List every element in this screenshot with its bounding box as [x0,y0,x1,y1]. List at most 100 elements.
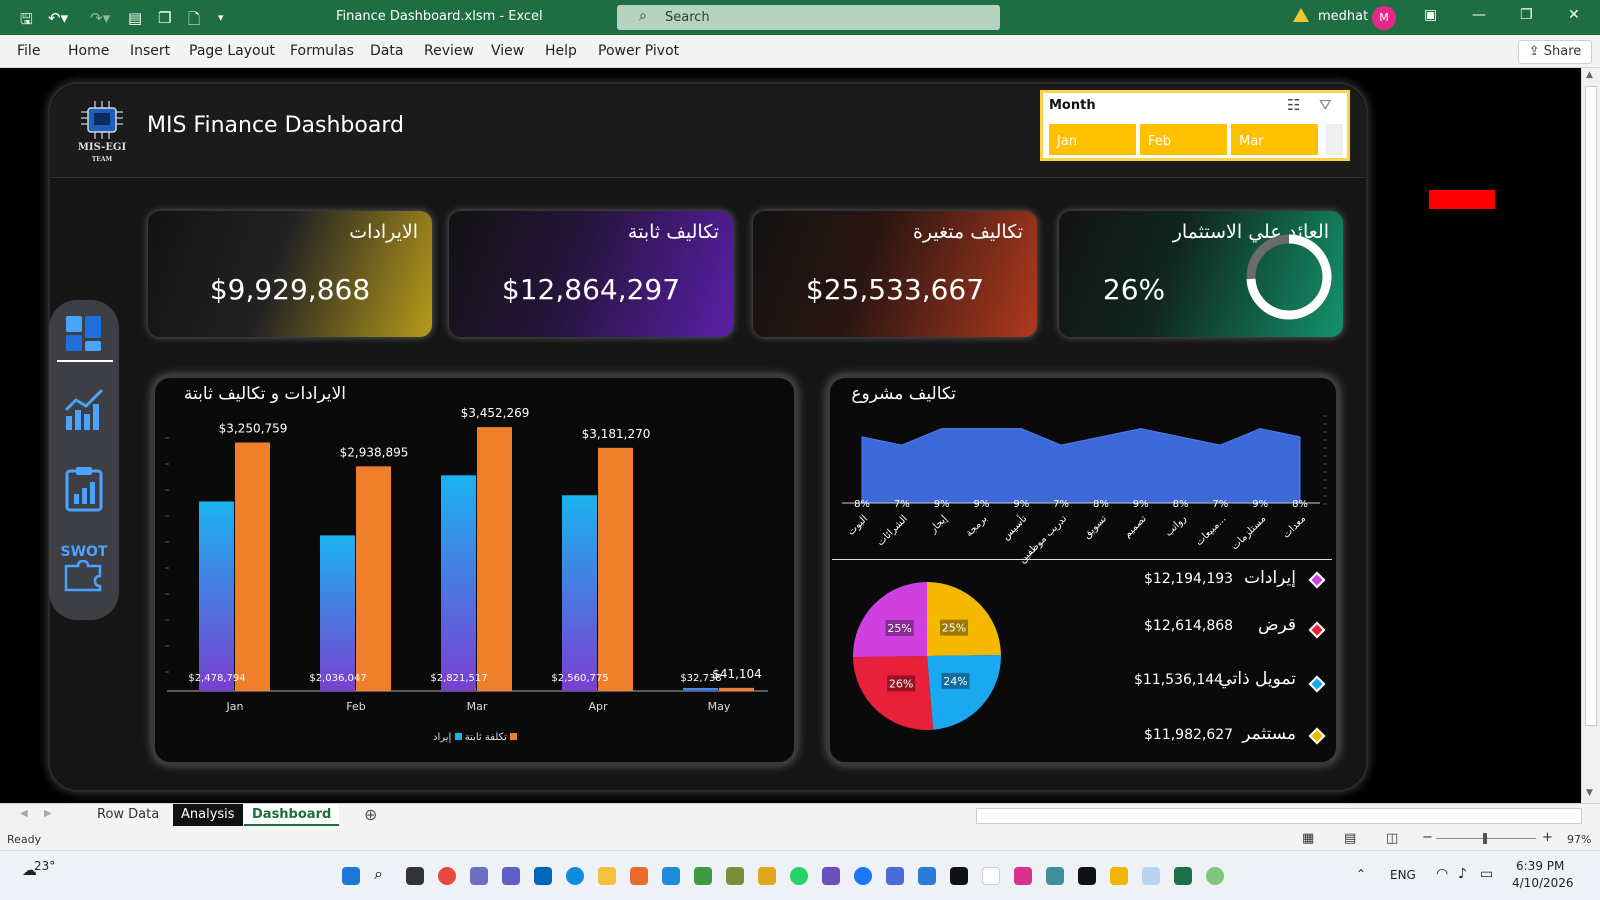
instagram-icon[interactable] [1014,867,1032,885]
menu-insert[interactable]: Insert [130,43,171,59]
scrollbar-thumb[interactable] [1585,86,1597,726]
weather-temp[interactable]: 23° [34,859,56,873]
menu-home[interactable]: Home [68,43,110,59]
vertical-scrollbar[interactable]: ▲ ▼ [1581,68,1600,803]
app-icon[interactable] [758,867,776,885]
menu-formulas[interactable]: Formulas [290,43,354,59]
app-icon[interactable] [1206,867,1224,885]
app-icon[interactable] [1110,867,1128,885]
minimize-icon[interactable]: — [1472,7,1486,23]
menu-data[interactable]: Data [370,43,404,59]
tab-row-data[interactable]: Row Data [97,807,160,822]
menu-power-pivot[interactable]: Power Pivot [598,43,680,59]
zoom-out-icon[interactable]: − [1422,830,1433,845]
copy-icon[interactable]: ❐ [158,9,172,27]
tab-scroll-left-icon[interactable]: ◀ [20,808,28,819]
add-sheet-icon[interactable]: ⊕ [364,805,378,824]
app-icon[interactable] [694,867,712,885]
tab-scroll-right-icon[interactable]: ▶ [44,808,52,819]
month-slicer[interactable]: Month ☷ ⛛ Jan Feb Mar [1040,90,1350,161]
page-break-view-icon[interactable]: ◫ [1386,831,1399,846]
weather-icon[interactable]: ☁ [22,861,37,879]
app-icon[interactable] [822,867,840,885]
ribbon-display-icon[interactable]: ▣ [1424,7,1438,23]
normal-view-icon[interactable]: ▦ [1302,831,1315,846]
multi-select-icon[interactable]: ☷ [1287,96,1301,114]
page-layout-view-icon[interactable]: ▤ [1344,831,1357,846]
percent-label: 9% [1013,499,1029,510]
avatar[interactable]: M [1372,6,1396,30]
worksheet[interactable]: MIS-EGI TEAM MIS Finance Dashboard Month … [1,68,1581,803]
save-icon[interactable]: 🖫 [20,10,33,28]
clipboard-report-icon[interactable] [64,466,104,516]
vscode-icon[interactable] [662,867,680,885]
clear-filter-icon[interactable]: ⛛ [1319,96,1332,114]
zoom-in-icon[interactable]: + [1542,830,1553,845]
edge-icon[interactable] [566,867,584,885]
bar-chart-icon[interactable] [64,386,106,436]
tab-dashboard[interactable]: Dashboard [244,804,340,826]
file-icon[interactable]: 🗋 [188,10,201,28]
taskbar-search-icon[interactable]: ⌕ [374,864,383,883]
search-input[interactable]: ⌕ Search [617,5,1000,30]
tiktok-icon[interactable] [950,867,968,885]
horizontal-scrollbar[interactable] [976,808,1582,824]
app-icon[interactable] [726,867,744,885]
menu-file[interactable]: File [17,43,41,59]
fixed-cost-bar [356,466,391,691]
app-icon[interactable] [1046,867,1064,885]
chrome-icon[interactable] [438,867,456,885]
undo-icon[interactable]: ↶▾ [48,9,69,27]
app-icon[interactable] [918,867,936,885]
amazon-icon[interactable] [982,867,1000,885]
clock-date[interactable]: 4/10/2026 [1512,876,1574,890]
slicer-item-jan[interactable]: Jan [1049,124,1136,155]
excel-icon[interactable] [1174,867,1192,885]
task-view-icon[interactable] [406,867,424,885]
menu-help[interactable]: Help [545,43,577,59]
close-icon[interactable]: ✕ [1568,7,1580,23]
app-icon[interactable] [886,867,904,885]
slicer-item-feb[interactable]: Feb [1140,124,1227,155]
facebook-icon[interactable] [854,867,872,885]
store-icon[interactable] [534,867,552,885]
restore-icon[interactable]: ❐ [1520,7,1533,23]
slicer-scrollbar[interactable] [1326,124,1343,155]
revenue-fixed-chart-card: الايرادات و تكاليف ثابتة $3,250,759 $2,47… [152,375,797,765]
tab-analysis[interactable]: Analysis [173,804,243,826]
user-name[interactable]: medhat [1318,9,1369,24]
share-button[interactable]: ⇪ Share [1518,40,1592,64]
start-icon[interactable] [342,867,360,885]
whatsapp-icon[interactable] [790,867,808,885]
zoom-level[interactable]: 97% [1567,833,1592,846]
fixed-cost-label: $3,181,270 [582,427,651,441]
app-icon[interactable] [630,867,648,885]
app-icon[interactable] [470,867,488,885]
menu-page-layout[interactable]: Page Layout [189,43,275,59]
red-shape[interactable] [1429,190,1495,209]
dashboard-icon[interactable] [64,314,104,358]
scroll-up-icon[interactable]: ▲ [1586,70,1593,80]
language-indicator[interactable]: ENG [1390,868,1416,882]
clock-time[interactable]: 6:39 PM [1516,859,1565,873]
tray-chevron-icon[interactable]: ⌃ [1356,867,1367,881]
menu-review[interactable]: Review [424,43,474,59]
volume-icon[interactable]: ♪ [1458,866,1467,882]
teams-icon[interactable] [502,867,520,885]
file-explorer-icon[interactable] [598,867,616,885]
swot-puzzle-icon[interactable]: SWOT [60,544,108,596]
customize-toolbar-icon[interactable]: ▾ [218,11,224,24]
app-icon[interactable] [1142,867,1160,885]
battery-icon[interactable]: ▭ [1480,866,1494,882]
percent-label: 7% [894,499,910,510]
percent-label: 9% [974,499,990,510]
warning-icon[interactable] [1293,8,1309,22]
zoom-slider-thumb[interactable] [1483,833,1487,844]
slicer-item-mar[interactable]: Mar [1231,124,1318,155]
redo-icon[interactable]: ↷▾ [90,9,111,27]
menu-view[interactable]: View [491,43,525,59]
x-icon[interactable] [1078,867,1096,885]
wifi-icon[interactable]: ◠ [1436,866,1449,882]
scroll-down-icon[interactable]: ▼ [1586,788,1593,798]
form-icon[interactable]: ▤ [128,9,143,27]
